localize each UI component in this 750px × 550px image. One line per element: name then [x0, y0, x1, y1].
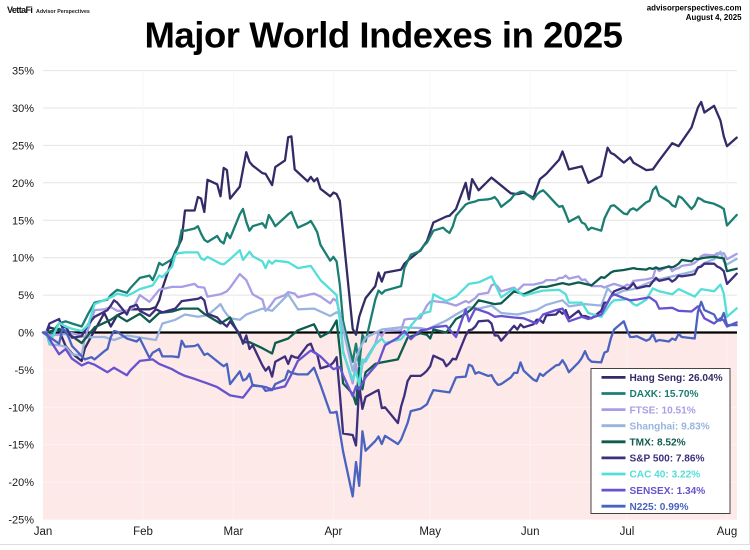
svg-text:0%: 0%	[18, 328, 34, 340]
svg-text:VettaFi: VettaFi	[7, 5, 32, 15]
svg-text:August 4, 2025: August 4, 2025	[686, 13, 742, 22]
svg-text:Jan: Jan	[34, 526, 53, 538]
svg-text:10%: 10%	[12, 253, 34, 265]
svg-text:Advisor Perspectives: Advisor Perspectives	[36, 9, 90, 15]
svg-text:Shanghai: 9.83%: Shanghai: 9.83%	[630, 421, 710, 432]
svg-text:TMX: 8.52%: TMX: 8.52%	[630, 438, 686, 449]
svg-text:20%: 20%	[12, 178, 34, 190]
svg-text:SENSEX: 1.34%: SENSEX: 1.34%	[630, 486, 706, 497]
svg-text:S&P 500: 7.86%: S&P 500: 7.86%	[630, 454, 705, 465]
svg-text:15%: 15%	[12, 215, 34, 227]
svg-text:30%: 30%	[12, 103, 34, 115]
svg-text:Hang Seng: 26.04%: Hang Seng: 26.04%	[630, 373, 723, 384]
svg-text:25%: 25%	[12, 140, 34, 152]
svg-text:-10%: -10%	[8, 402, 34, 414]
svg-text:advisorperspectives.com: advisorperspectives.com	[647, 4, 742, 13]
svg-text:Jul: Jul	[620, 526, 635, 538]
svg-text:Aug: Aug	[717, 526, 737, 538]
svg-text:Mar: Mar	[223, 526, 243, 538]
svg-text:-15%: -15%	[8, 440, 34, 452]
svg-text:Apr: Apr	[324, 526, 342, 538]
svg-text:CAC 40: 3.22%: CAC 40: 3.22%	[630, 470, 701, 481]
svg-text:May: May	[419, 526, 441, 538]
svg-text:Major World Indexes in 2025: Major World Indexes in 2025	[144, 15, 622, 56]
svg-text:Feb: Feb	[133, 526, 153, 538]
svg-text:35%: 35%	[12, 66, 34, 78]
svg-text:-25%: -25%	[8, 515, 34, 527]
svg-text:FTSE: 10.51%: FTSE: 10.51%	[630, 405, 696, 416]
svg-text:N225: 0.99%: N225: 0.99%	[630, 502, 689, 513]
svg-text:-5%: -5%	[14, 365, 34, 377]
svg-text:Jun: Jun	[521, 526, 540, 538]
svg-text:5%: 5%	[18, 290, 34, 302]
svg-text:-20%: -20%	[8, 477, 34, 489]
svg-text:DAXK: 15.70%: DAXK: 15.70%	[630, 389, 699, 400]
